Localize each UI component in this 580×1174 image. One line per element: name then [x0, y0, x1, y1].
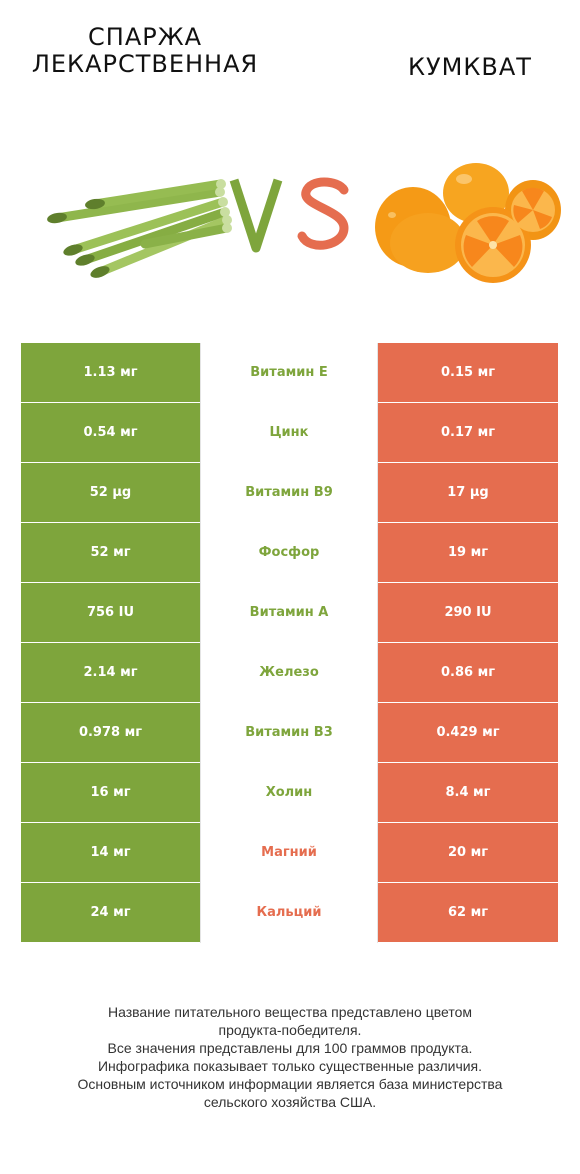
row-separator [21, 702, 558, 703]
footer-line: Инфографика показывает только существенн… [97, 1058, 483, 1074]
kumquat-image [375, 163, 561, 283]
right-value-cell: 19 мг [378, 523, 558, 582]
vs-logo [229, 177, 349, 253]
nutrient-name-cell: Цинк [200, 403, 378, 462]
right-value-cell: 17 µg [378, 463, 558, 522]
left-value-cell: 52 µg [21, 463, 200, 522]
right-value-cell: 0.15 мг [378, 343, 558, 402]
row-separator [21, 942, 558, 943]
left-product-title: Спаржа лекарственная [20, 24, 270, 78]
table-row: 2.14 мг Железо 0.86 мг [21, 643, 558, 703]
footer-line: Основным источником информации является … [77, 1076, 503, 1092]
right-value-cell: 0.86 мг [378, 643, 558, 702]
table-divider [377, 343, 378, 943]
table-row: 1.13 мг Витамин E 0.15 мг [21, 343, 558, 403]
row-separator [21, 402, 558, 403]
nutrient-name-cell: Витамин A [200, 583, 378, 642]
nutrient-name-cell: Фосфор [200, 523, 378, 582]
row-separator [21, 642, 558, 643]
nutrient-comparison-table: 1.13 мг Витамин E 0.15 мг 0.54 мг Цинк 0.17 м… [21, 343, 558, 943]
footer-line: Все значения представлены для 100 граммо… [107, 1040, 473, 1056]
nutrient-name-cell: Кальций [200, 883, 378, 942]
row-separator [21, 882, 558, 883]
footer-line: сельского хозяйства США. [203, 1094, 377, 1110]
right-value-cell: 20 мг [378, 823, 558, 882]
row-separator [21, 462, 558, 463]
right-value-cell: 0.429 мг [378, 703, 558, 762]
row-separator [21, 582, 558, 583]
nutrient-name-cell: Холин [200, 763, 378, 822]
table-row: 0.978 мг Витамин B3 0.429 мг [21, 703, 558, 763]
left-value-cell: 14 мг [21, 823, 200, 882]
left-product-title-line2: лекарственная [31, 50, 259, 78]
left-value-cell: 16 мг [21, 763, 200, 822]
table-row: 24 мг Кальций 62 мг [21, 883, 558, 943]
nutrient-name-cell: Витамин E [200, 343, 378, 402]
table-row: 52 мг Фосфор 19 мг [21, 523, 558, 583]
footer-line: Название питательного вещества представл… [107, 1004, 473, 1020]
right-value-cell: 0.17 мг [378, 403, 558, 462]
left-value-cell: 1.13 мг [21, 343, 200, 402]
left-value-cell: 0.54 мг [21, 403, 200, 462]
left-value-cell: 2.14 мг [21, 643, 200, 702]
asparagus-image [47, 179, 232, 278]
footer-line: продукта-победителя. [218, 1022, 362, 1038]
right-value-cell: 290 IU [378, 583, 558, 642]
table-row: 16 мг Холин 8.4 мг [21, 763, 558, 823]
table-row: 0.54 мг Цинк 0.17 мг [21, 403, 558, 463]
row-separator [21, 522, 558, 523]
table-divider [200, 343, 201, 943]
left-value-cell: 756 IU [21, 583, 200, 642]
footer-note: Название питательного вещества представл… [20, 1003, 560, 1111]
left-value-cell: 52 мг [21, 523, 200, 582]
table-rows: 1.13 мг Витамин E 0.15 мг 0.54 мг Цинк 0.17 м… [21, 343, 558, 943]
nutrient-name-cell: Железо [200, 643, 378, 702]
left-value-cell: 24 мг [21, 883, 200, 942]
nutrient-name-cell: Витамин B9 [200, 463, 378, 522]
nutrient-name-cell: Магний [200, 823, 378, 882]
right-value-cell: 62 мг [378, 883, 558, 942]
right-product-title: Кумкват [408, 53, 532, 81]
left-product-title-line1: Спаржа [88, 23, 202, 51]
table-row: 14 мг Магний 20 мг [21, 823, 558, 883]
nutrient-name-cell: Витамин B3 [200, 703, 378, 762]
row-separator [21, 822, 558, 823]
left-value-cell: 0.978 мг [21, 703, 200, 762]
table-row: 52 µg Витамин B9 17 µg [21, 463, 558, 523]
table-row: 756 IU Витамин A 290 IU [21, 583, 558, 643]
right-value-cell: 8.4 мг [378, 763, 558, 822]
row-separator [21, 762, 558, 763]
